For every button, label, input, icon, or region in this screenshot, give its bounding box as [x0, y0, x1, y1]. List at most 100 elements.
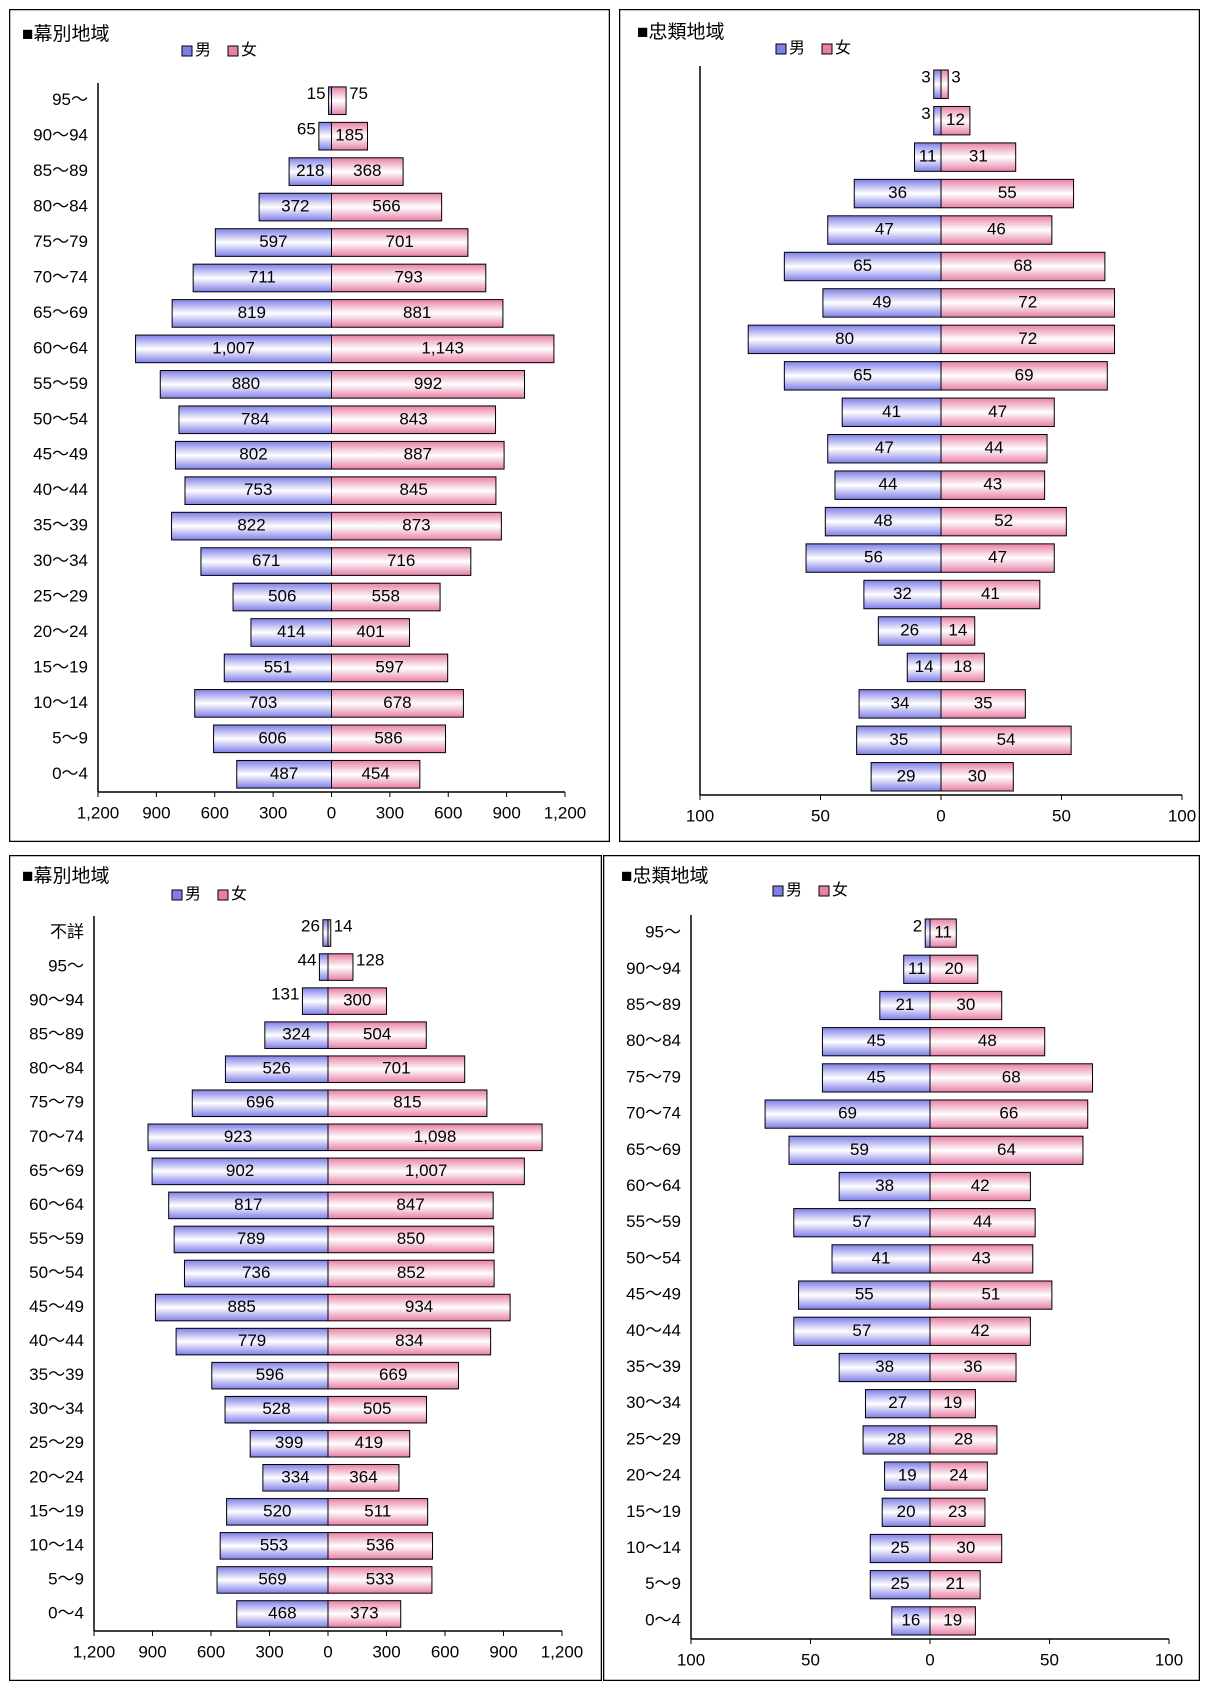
bar: [216, 1566, 329, 1594]
x-tick-label: 600: [201, 803, 229, 822]
y-tick-label: 70～74: [29, 1127, 84, 1146]
bar: [331, 440, 505, 470]
data-label: 701: [386, 232, 414, 251]
chart-title: ■忠類地域: [621, 865, 708, 887]
x-tick-label: 0: [936, 806, 945, 825]
data-label: 27: [888, 1393, 907, 1412]
bar: [331, 157, 404, 186]
bar: [940, 689, 1026, 719]
y-tick-label: 40～44: [29, 1331, 84, 1350]
bar: [856, 725, 942, 756]
data-label: 24: [949, 1466, 968, 1485]
data-label: 992: [414, 374, 442, 393]
bar: [327, 953, 354, 981]
y-tick-label: 95～: [52, 90, 88, 109]
y-tick-label: 5～9: [52, 728, 88, 747]
bar: [924, 918, 931, 948]
data-label: 44: [879, 475, 898, 494]
x-tick-label: 900: [138, 1642, 166, 1661]
data-label: 21: [895, 995, 914, 1014]
legend-swatch: [818, 885, 830, 897]
bar: [327, 1021, 427, 1049]
bar: [929, 1135, 1084, 1165]
data-label: 28: [887, 1429, 906, 1448]
y-tick-label: 45～49: [33, 445, 88, 464]
bar: [940, 397, 1055, 427]
bar: [940, 105, 971, 136]
bar: [940, 142, 1017, 172]
x-tick-label: 300: [255, 1642, 283, 1661]
bar: [236, 1600, 329, 1628]
data-label: 57: [852, 1212, 871, 1231]
y-tick-label: 0～4: [52, 764, 88, 783]
bar: [327, 1157, 525, 1186]
bar: [940, 361, 1108, 391]
bar: [940, 506, 1067, 537]
bar: [173, 1225, 329, 1254]
y-tick-label: 60～64: [29, 1195, 84, 1214]
y-tick-label: 20～24: [33, 622, 88, 641]
bar: [853, 178, 942, 209]
data-label: 47: [875, 220, 894, 239]
data-label: 51: [981, 1285, 1000, 1304]
y-tick-label: 55～59: [29, 1229, 84, 1248]
bar: [862, 1425, 931, 1455]
bar: [264, 1021, 329, 1049]
y-tick-label: 90～94: [626, 959, 681, 978]
y-tick-label: 95～: [48, 957, 84, 976]
y-tick-label: 10～14: [29, 1535, 84, 1554]
bar: [940, 470, 1046, 500]
data-label: 68: [1013, 256, 1032, 275]
x-tick-label: 900: [489, 1642, 517, 1661]
data-label: 131: [271, 985, 299, 1004]
bar: [331, 405, 497, 435]
bar: [940, 652, 985, 683]
data-label: 11: [919, 147, 937, 166]
bar: [175, 1327, 329, 1356]
data-label: 669: [379, 1365, 407, 1384]
data-label: 606: [258, 728, 286, 747]
y-tick-label: 60～64: [626, 1176, 681, 1195]
bar: [331, 369, 526, 399]
y-tick-label: 5～9: [645, 1574, 681, 1593]
bar: [224, 1055, 329, 1083]
bar: [783, 251, 942, 282]
bar: [869, 1570, 931, 1600]
data-label: 850: [397, 1229, 425, 1248]
chart-title: ■幕別地域: [22, 23, 109, 45]
bar: [214, 228, 333, 257]
bar: [135, 334, 332, 364]
data-label: 819: [238, 303, 266, 322]
data-label: 19: [943, 1393, 962, 1412]
bar: [213, 724, 333, 754]
data-label: 25: [891, 1574, 910, 1593]
x-tick-label: 300: [259, 803, 287, 822]
bar: [879, 990, 931, 1021]
bar: [831, 1244, 931, 1274]
legend-label: 女: [231, 884, 247, 903]
bar: [821, 1063, 931, 1093]
bar: [327, 1225, 495, 1254]
chart-title: ■忠類地域: [637, 21, 724, 43]
data-label: 1,143: [421, 338, 464, 357]
data-label: 558: [372, 587, 400, 606]
bar: [764, 1099, 931, 1129]
bar: [327, 1293, 511, 1322]
bar: [929, 918, 957, 948]
data-label: 56: [864, 548, 883, 567]
data-label: 43: [972, 1248, 991, 1267]
data-label: 671: [252, 551, 280, 570]
data-label: 66: [999, 1104, 1018, 1123]
data-label: 218: [296, 161, 324, 180]
bar: [327, 1191, 494, 1220]
bar: [232, 582, 332, 612]
data-label: 843: [399, 409, 427, 428]
bar: [327, 1429, 411, 1458]
data-label: 30: [956, 995, 975, 1014]
bar: [940, 69, 949, 99]
data-label: 44: [973, 1212, 992, 1231]
x-tick-label: 1,200: [544, 803, 587, 822]
bar: [929, 1606, 976, 1636]
data-label: 885: [228, 1297, 256, 1316]
